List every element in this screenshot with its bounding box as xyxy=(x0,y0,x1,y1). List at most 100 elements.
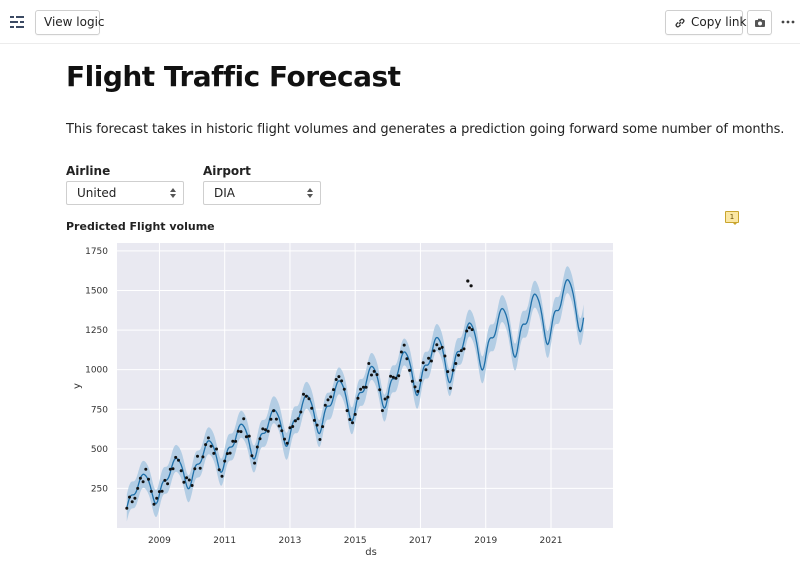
observed-point xyxy=(394,376,398,380)
comment-badge[interactable]: 1 xyxy=(725,211,739,225)
select-arrows-icon xyxy=(170,188,176,198)
observed-point xyxy=(465,329,469,333)
observed-point xyxy=(277,424,281,428)
observed-point xyxy=(361,385,365,389)
observed-point xyxy=(413,385,417,389)
page-description: This forecast takes in historic flight v… xyxy=(66,122,785,137)
sliders-menu-icon[interactable] xyxy=(9,14,25,30)
observed-point xyxy=(209,444,213,448)
observed-point xyxy=(353,412,357,416)
observed-point xyxy=(435,343,439,347)
observed-point xyxy=(155,496,159,500)
observed-point xyxy=(438,347,441,351)
observed-point xyxy=(399,350,403,354)
observed-point xyxy=(272,409,276,413)
observed-point xyxy=(212,451,216,455)
observed-point xyxy=(291,425,295,428)
observed-point xyxy=(466,279,470,283)
observed-point xyxy=(168,467,172,471)
x-tick-label: 2011 xyxy=(213,536,236,546)
observed-point xyxy=(375,373,379,377)
observed-point xyxy=(416,389,420,393)
observed-point xyxy=(448,386,452,390)
observed-point xyxy=(318,438,322,441)
y-tick-label: 1000 xyxy=(85,366,108,376)
observed-point xyxy=(351,421,354,425)
observed-point xyxy=(405,357,409,361)
observed-point xyxy=(190,484,194,487)
observed-point xyxy=(171,467,175,471)
observed-point xyxy=(299,410,303,414)
airline-label: Airline xyxy=(66,164,111,178)
copy-link-label: Copy link xyxy=(691,15,747,29)
observed-point xyxy=(386,395,390,399)
observed-point xyxy=(239,430,243,434)
observed-point xyxy=(429,359,433,363)
observed-point xyxy=(312,418,316,422)
observed-point xyxy=(149,489,153,493)
observed-point xyxy=(201,455,205,459)
observed-point xyxy=(457,353,460,357)
copy-link-button[interactable]: Copy link xyxy=(665,10,747,35)
observed-point xyxy=(302,392,305,396)
observed-point xyxy=(402,343,406,347)
observed-point xyxy=(310,406,314,410)
observed-point xyxy=(128,495,131,499)
observed-point xyxy=(332,388,335,392)
screenshot-button[interactable] xyxy=(747,10,772,35)
observed-point xyxy=(380,409,384,413)
observed-point xyxy=(459,349,463,353)
observed-point xyxy=(410,379,414,383)
observed-point xyxy=(152,502,156,506)
observed-point xyxy=(370,373,373,377)
observed-point xyxy=(166,482,170,486)
observed-point xyxy=(193,467,197,471)
observed-point xyxy=(389,374,393,378)
observed-point xyxy=(217,468,221,472)
observed-point xyxy=(130,500,134,504)
observed-point xyxy=(329,395,333,399)
observed-point xyxy=(307,397,311,401)
observed-point xyxy=(419,378,422,382)
airport-value: DIA xyxy=(214,186,235,200)
observed-point xyxy=(378,388,382,392)
observed-point xyxy=(372,369,376,373)
observed-point xyxy=(427,356,431,360)
observed-point xyxy=(206,436,210,440)
observed-point xyxy=(133,496,137,500)
observed-point xyxy=(467,326,471,330)
observed-point xyxy=(204,443,208,447)
observed-point xyxy=(364,385,368,389)
observed-point xyxy=(198,466,202,470)
observed-point xyxy=(283,437,286,441)
observed-point xyxy=(424,368,428,372)
observed-point xyxy=(228,451,232,455)
more-horizontal-icon[interactable] xyxy=(781,14,795,30)
observed-point xyxy=(160,489,164,493)
observed-point xyxy=(177,458,180,462)
observed-point xyxy=(469,284,473,288)
y-tick-label: 750 xyxy=(91,405,108,415)
observed-point xyxy=(432,349,436,353)
observed-point xyxy=(250,454,254,458)
observed-point xyxy=(236,429,240,433)
observed-point xyxy=(247,434,251,438)
observed-point xyxy=(231,439,235,443)
view-logic-button[interactable]: View logic xyxy=(35,10,105,35)
observed-point xyxy=(397,374,401,378)
observed-point xyxy=(264,428,267,432)
observed-point xyxy=(454,362,458,365)
y-tick-label: 500 xyxy=(91,445,108,455)
observed-point xyxy=(179,469,183,473)
camera-icon xyxy=(755,18,765,27)
y-tick-label: 250 xyxy=(91,484,108,494)
y-tick-label: 1750 xyxy=(85,247,108,257)
x-tick-label: 2013 xyxy=(278,536,301,546)
observed-point xyxy=(163,478,167,482)
observed-point xyxy=(421,361,425,365)
observed-point xyxy=(462,347,466,351)
observed-point xyxy=(321,425,325,429)
airline-select[interactable]: United xyxy=(66,181,184,205)
airport-select[interactable]: DIA xyxy=(203,181,321,205)
